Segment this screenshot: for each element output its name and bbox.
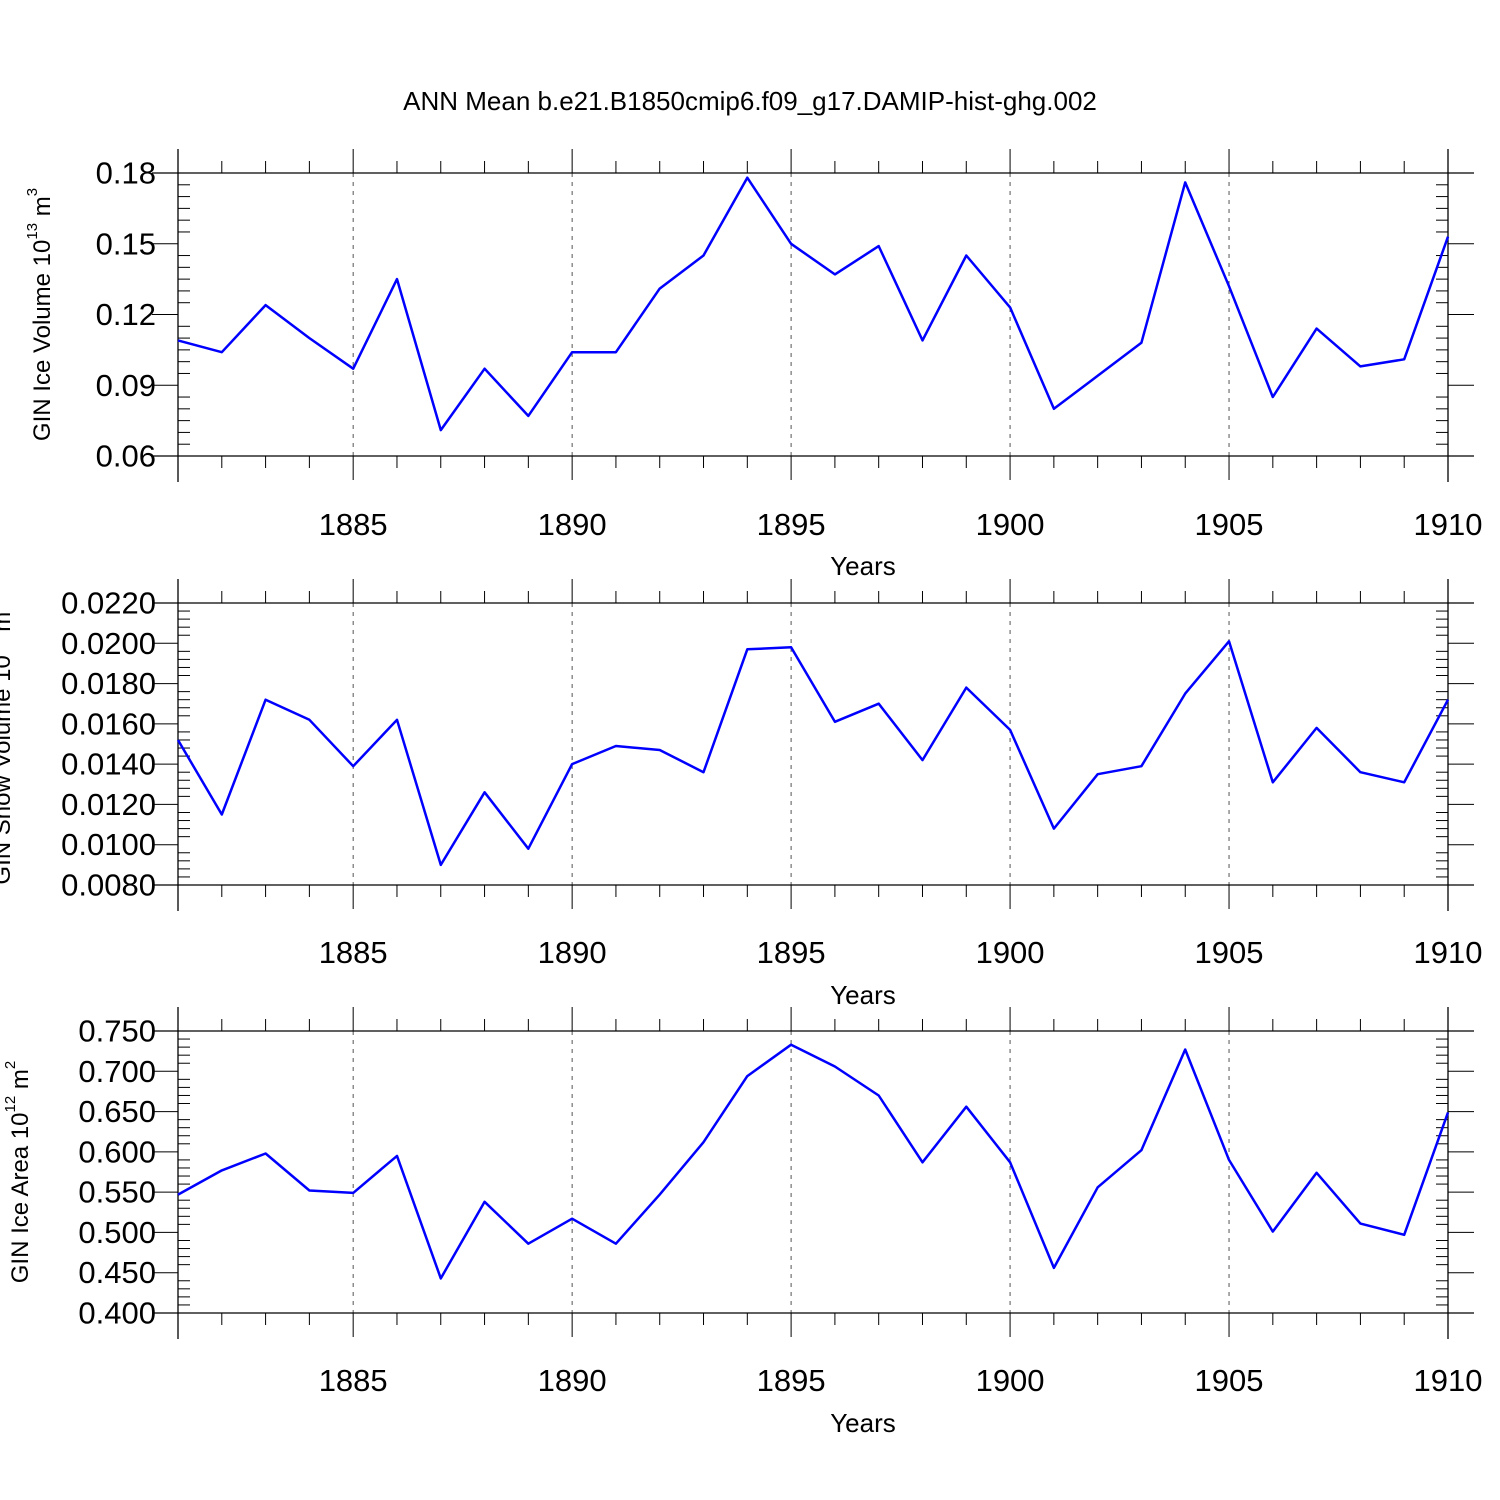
y-axis-label-superscript: 2: [2, 1061, 19, 1069]
series-line: [177, 1043, 1450, 1280]
y-axis-label-text: GIN Ice Area 10: [7, 1112, 34, 1283]
y-axis-label-text: m: [7, 1069, 34, 1096]
y-axis-label-text: GIN Snow Volume 10: [0, 655, 16, 884]
y-axis-label-text: m: [29, 196, 56, 223]
x-tick-label: 1905: [1195, 507, 1264, 542]
x-tick-label: 1910: [1414, 935, 1483, 970]
x-tick-label: 1905: [1195, 1363, 1264, 1398]
x-tick-label: 1890: [538, 507, 607, 542]
y-axis-label: GIN Ice Area 1012 m2: [2, 1061, 34, 1283]
y-tick-label: 0.06: [96, 439, 156, 474]
y-tick-label: 0.09: [96, 368, 156, 403]
x-tick-label: 1910: [1414, 507, 1483, 542]
y-tick-label: 0.750: [78, 1014, 156, 1049]
y-axis-label: GIN Ice Volume 1013 m3: [24, 188, 56, 441]
chart-panel-1: 0.06 0.09 0.12 0.15 0.18 1885 1890 1895 1900 1905…: [24, 149, 1483, 581]
x-tick-label: 1910: [1414, 1363, 1483, 1398]
y-tick-label: 0.0120: [61, 787, 156, 822]
series-line: [177, 176, 1450, 432]
x-tick-label: 1890: [538, 935, 607, 970]
y-tick-label: 0.450: [78, 1255, 156, 1290]
y-axis-label-text: GIN Ice Volume 10: [29, 240, 56, 441]
y-tick-label: 0.0200: [61, 626, 156, 661]
y-tick-label: 0.400: [78, 1296, 156, 1331]
y-tick-label: 0.12: [96, 297, 156, 332]
x-tick-label: 1895: [757, 935, 826, 970]
y-axis-label-superscript: 13: [0, 638, 1, 655]
y-axis-label-superscript: 3: [24, 188, 41, 196]
y-tick-label: 0.0220: [61, 586, 156, 621]
y-axis-label-text: m: [0, 612, 16, 639]
y-tick-label: 0.0140: [61, 747, 156, 782]
y-axis-label-superscript: 12: [2, 1096, 19, 1113]
series-line: [176, 640, 1450, 867]
y-tick-label: 0.0080: [61, 868, 156, 903]
y-tick-label: 0.18: [96, 156, 156, 191]
chart-panel-2: 0.0080 0.0100 0.0120 0.0140 0.0160 0.0180 0.02…: [0, 579, 1482, 1010]
x-tick-label: 1885: [319, 935, 388, 970]
x-tick-label: 1885: [319, 507, 388, 542]
y-tick-label: 0.0180: [61, 666, 156, 701]
y-tick-label: 0.600: [78, 1134, 156, 1169]
x-tick-label: 1895: [757, 1363, 826, 1398]
y-tick-label: 0.650: [78, 1094, 156, 1129]
x-tick-label: 1900: [976, 935, 1045, 970]
x-tick-label: 1895: [757, 507, 826, 542]
x-axis-label: Years: [830, 1408, 896, 1438]
y-tick-label: 0.0160: [61, 706, 156, 741]
x-axis-label: Years: [830, 551, 896, 581]
y-axis-label: GIN Snow Volume 1013 m3: [0, 603, 16, 884]
x-tick-label: 1885: [319, 1363, 388, 1398]
x-tick-label: 1900: [976, 507, 1045, 542]
x-axis-label: Years: [830, 980, 896, 1010]
y-tick-label: 0.15: [96, 226, 156, 261]
x-tick-label: 1905: [1195, 935, 1264, 970]
chart-panel-3: 0.400 0.450 0.500 0.550 0.600 0.650 0.700 0.750…: [2, 1007, 1483, 1438]
y-tick-label: 0.500: [78, 1215, 156, 1250]
y-axis-label-superscript: 3: [0, 603, 1, 611]
chart-title: ANN Mean b.e21.B1850cmip6.f09_g17.DAMIP-…: [403, 86, 1097, 116]
x-tick-label: 1890: [538, 1363, 607, 1398]
y-tick-label: 0.700: [78, 1054, 156, 1089]
y-tick-label: 0.550: [78, 1175, 156, 1210]
x-tick-label: 1900: [976, 1363, 1045, 1398]
y-axis-label-superscript: 13: [24, 223, 41, 240]
y-tick-label: 0.0100: [61, 827, 156, 862]
